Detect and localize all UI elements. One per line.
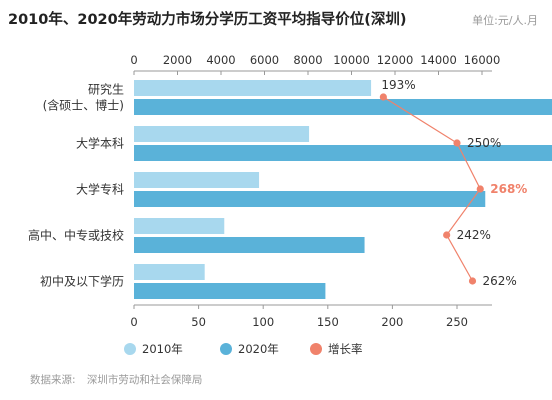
legend-label: 增长率 [328,342,363,356]
top-tick-label: 6000 [250,53,279,67]
source-text: 深圳市劳动和社会保障局 [86,374,203,386]
bottom-tick-label: 200 [381,315,403,329]
growth-line-path [383,96,481,282]
bar-2010 [134,264,205,280]
legend-marker [310,343,322,355]
category-label: 研究生 [88,82,124,97]
top-tick-label: 0 [130,53,137,67]
source-note: 数据来源: 深圳市劳动和社会保障局 [30,372,202,387]
growth-label: 242% [457,228,491,242]
bar-2010 [134,126,310,142]
bar-2020 [134,283,326,299]
category-label: (含硕士、博士) [43,98,124,113]
growth-point [443,231,451,239]
bottom-axis: 0 50 100 150 200 250 [130,304,492,329]
category-label: 大学专科 [76,182,124,197]
legend-label: 2020年 [238,342,279,356]
top-tick-label: 8000 [293,53,322,67]
growth-point [453,139,461,147]
top-tick-label: 14000 [420,53,457,67]
bottom-tick-label: 250 [446,315,468,329]
legend-marker [220,343,232,355]
top-tick-label: 10000 [333,53,370,67]
bar-2010 [134,172,260,188]
bottom-tick-label: 100 [252,315,274,329]
bar-2020 [134,145,552,161]
bar-2020 [134,237,365,253]
bottom-tick-label: 0 [130,315,137,329]
growth-point [468,277,477,285]
bottom-tick-label: 50 [191,315,206,329]
top-tick-label: 4000 [206,53,235,67]
legend-label: 2010年 [142,342,183,356]
top-tick-label: 12000 [377,53,414,67]
bar-2010 [134,80,372,96]
legend: 2010年 2020年 增长率 [124,342,363,356]
unit-label: 单位:元/人.月 [472,14,538,27]
category-label: 大学本科 [76,136,124,151]
bottom-tick-label: 150 [317,315,339,329]
chart-title: 2010年、2020年劳动力市场分学历工资平均指导价位(深圳) [8,12,407,28]
growth-point [379,93,387,101]
category-label: 初中及以下学历 [40,274,124,289]
source-label: 数据来源: [30,374,76,386]
category-label: 高中、中专或技校 [28,228,124,243]
growth-label: 268% [490,182,527,196]
growth-line: 193% 250% 268% 242% 262% [379,78,527,288]
top-tick-label: 2000 [163,53,192,67]
growth-label: 262% [483,274,517,288]
bars [134,80,552,299]
bar-2010 [134,218,225,234]
top-tick-label: 16000 [464,53,501,67]
growth-label: 250% [467,136,501,150]
growth-label: 193% [381,78,415,92]
top-axis: 0 2000 4000 6000 8000 10000 12000 14000 16000 [130,53,500,75]
bar-2020 [134,191,486,207]
legend-marker [124,343,136,355]
bar-2020 [134,99,552,115]
growth-point [476,185,484,193]
